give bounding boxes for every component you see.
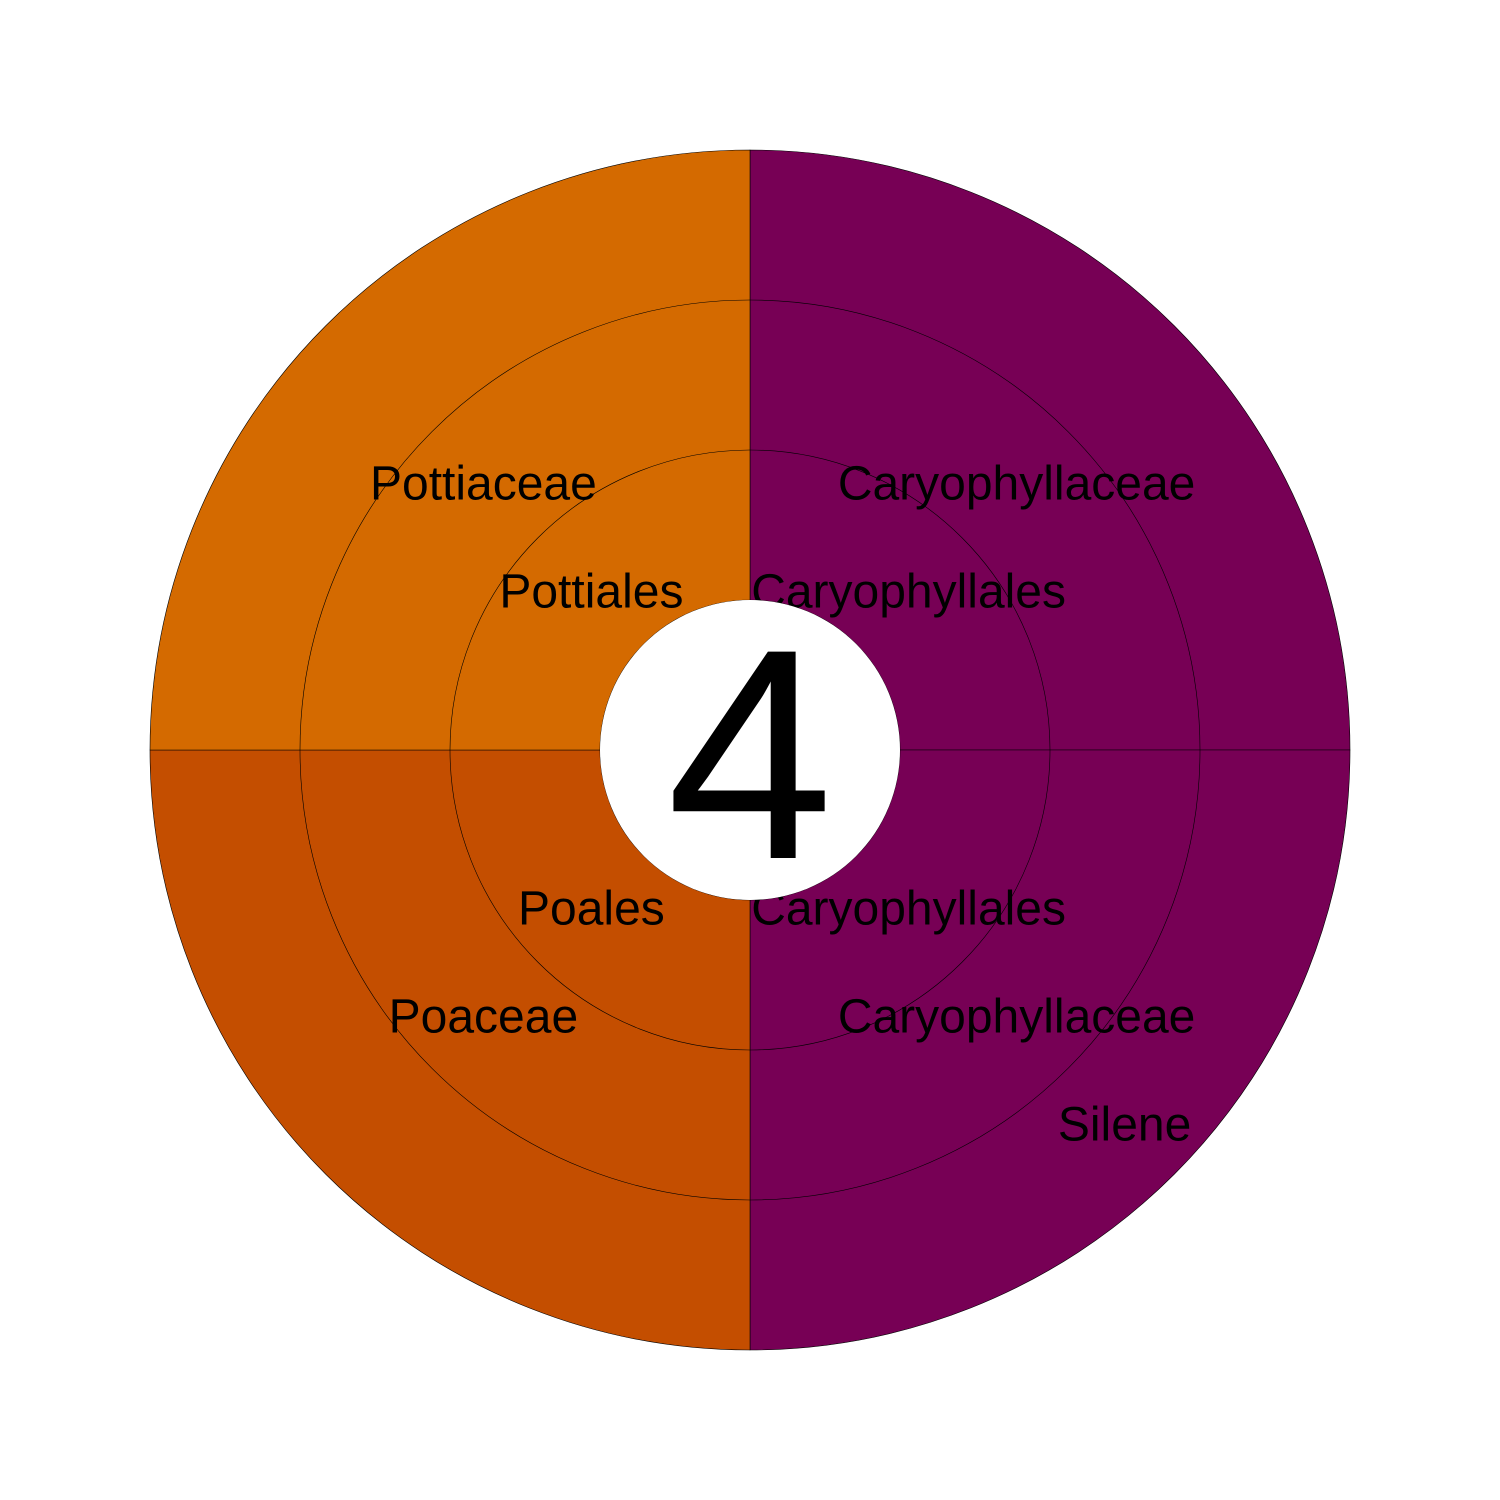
label-order-caryophyllales: Caryophyllales: [751, 565, 1066, 618]
label-genus-silene: Silene: [1058, 1099, 1191, 1152]
ring-boundary: [749, 749, 1201, 1201]
label-family-caryophyllaceae: Caryophyllaceae: [838, 457, 1196, 510]
ring-boundary: [449, 749, 751, 1051]
sunburst-segments: [149, 149, 1351, 1351]
label-family-poaceae: Poaceae: [389, 991, 579, 1044]
ring-boundary: [299, 299, 751, 751]
label-order-poales: Poales: [518, 883, 665, 936]
ring-boundary: [449, 449, 751, 751]
ring-boundary: [749, 449, 1051, 751]
ring-boundary: [749, 299, 1201, 751]
label-order-pottiales: Pottiales: [499, 565, 683, 618]
ring-boundary: [299, 749, 751, 1201]
label-family-pottiaceae: Pottiaceae: [370, 457, 597, 510]
center-disc: [600, 600, 900, 900]
sunburst-labels: Caryophyllales Caryophyllaceae Caryophylla…: [370, 457, 1195, 1151]
label-family-caryophyllaceae: Caryophyllaceae: [838, 991, 1196, 1044]
label-order-caryophyllales: Caryophyllales: [751, 883, 1066, 936]
ring-boundary: [749, 749, 1051, 1051]
center-label: 4: [667, 586, 834, 922]
